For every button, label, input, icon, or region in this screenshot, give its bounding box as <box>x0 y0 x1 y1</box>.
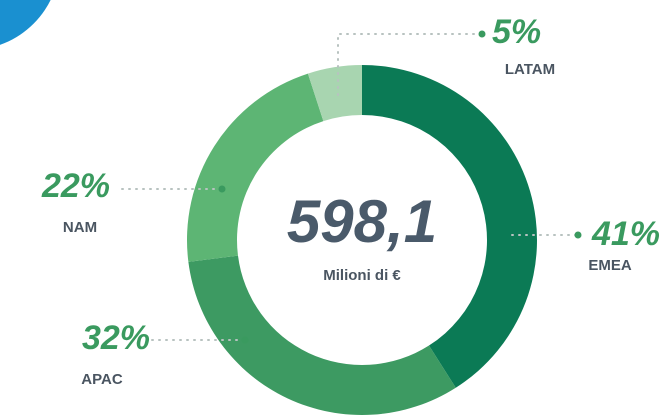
leader-dot <box>478 30 486 38</box>
decoration <box>0 0 51 45</box>
leader-dot <box>218 185 226 193</box>
value-label: 5% <box>492 13 541 51</box>
value-label: 22% <box>41 167 110 205</box>
category-label: EMEA <box>588 257 632 274</box>
donut-segment <box>307 65 362 122</box>
total-caption: Milioni di € <box>323 267 401 284</box>
leader-dot <box>241 336 249 344</box>
donut-segment <box>362 65 538 388</box>
category-label: LATAM <box>505 61 555 78</box>
total-value: 598,1 <box>287 188 437 255</box>
value-label: 32% <box>82 319 150 357</box>
donut-segment <box>188 255 456 416</box>
donut-segment <box>186 73 324 262</box>
value-label: 41% <box>591 215 660 253</box>
category-label: NAM <box>63 219 97 236</box>
leader-dot <box>574 231 582 239</box>
category-label: APAC <box>81 371 123 388</box>
leader-line <box>337 33 483 96</box>
